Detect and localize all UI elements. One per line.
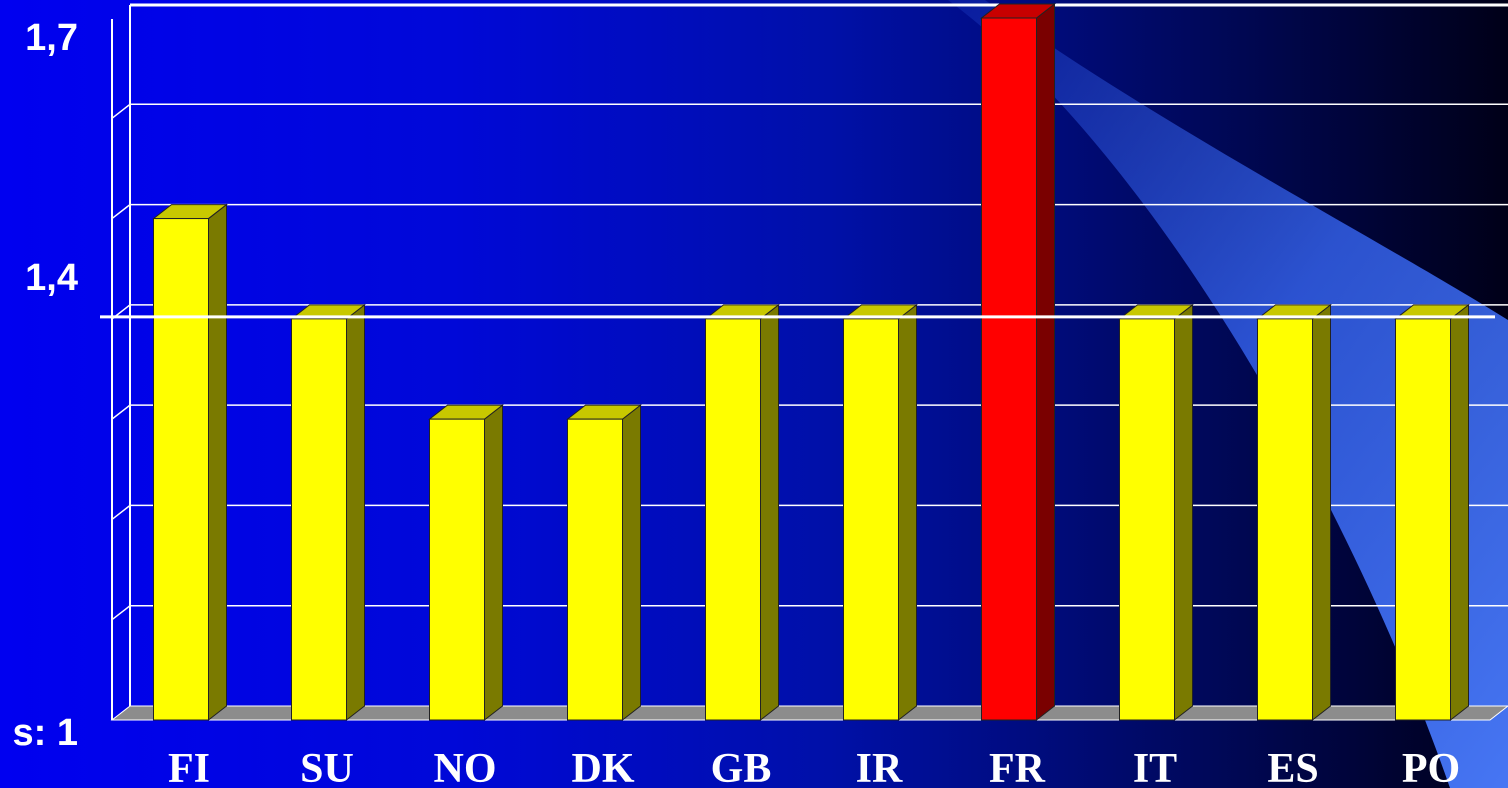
- x-tick-label-fi: FI: [168, 746, 210, 788]
- x-tick-label-ir: IR: [856, 746, 903, 788]
- plot-area: FI SU NO DK GB IR FR IT ES PO 1,7 1,4 s: 1: [13, 2, 1508, 788]
- gridline-side: [111, 203, 131, 220]
- bar-po: [1395, 318, 1451, 721]
- bar-side-fi: [208, 203, 227, 722]
- bar-side-po: [1450, 303, 1469, 722]
- bar-it: [1119, 318, 1175, 721]
- x-tick-label-dk: DK: [572, 746, 635, 788]
- gridline-side: [111, 103, 131, 119]
- bar-dk: [567, 418, 623, 721]
- bar-side-es: [1312, 303, 1331, 722]
- bar-side-dk: [622, 404, 641, 722]
- x-tick-label-no: NO: [434, 746, 497, 788]
- x-tick-label-es: ES: [1267, 746, 1318, 788]
- y-tick-label: s: 1: [13, 712, 78, 754]
- bar-fr: [981, 17, 1037, 721]
- x-tick-label-po: PO: [1402, 746, 1460, 788]
- bar-side-fr: [1036, 2, 1055, 722]
- x-tick-label-it: IT: [1133, 746, 1177, 788]
- x-tick-label-fr: FR: [989, 746, 1046, 788]
- bar-side-no: [484, 404, 503, 722]
- x-tick-label-su: SU: [300, 746, 354, 788]
- bar-side-it: [1174, 303, 1193, 722]
- bar-su: [291, 318, 347, 721]
- x-tick-label-gb: GB: [711, 746, 772, 788]
- bar-side-gb: [760, 303, 779, 722]
- bar-es: [1257, 318, 1313, 721]
- y-tick-label: 1,4: [25, 257, 78, 299]
- y-tick-label: 1,7: [25, 17, 78, 59]
- bar-ir: [843, 318, 899, 721]
- gridline-side: [111, 605, 131, 621]
- gridline-side: [111, 504, 131, 521]
- gridline-side: [111, 404, 131, 420]
- bar-fi: [153, 218, 209, 721]
- bar-gb: [705, 318, 761, 721]
- bar-side-ir: [898, 303, 917, 722]
- bar-no: [429, 418, 485, 721]
- bar-side-su: [346, 303, 365, 722]
